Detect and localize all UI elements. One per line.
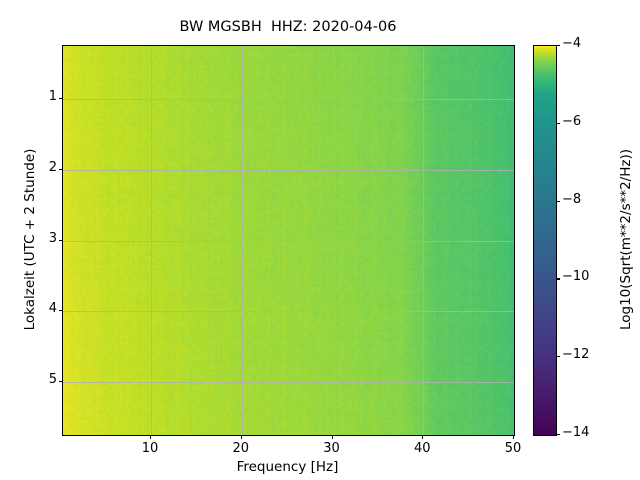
colorbar-tick-label: −12 [562, 347, 590, 363]
x-tick-mark [150, 435, 152, 439]
y-axis-label: Lokalzeit (UTC + 2 Stunde) [22, 148, 38, 331]
colorbar-tick-label: −14 [562, 425, 590, 440]
x-tick-label: 10 [141, 441, 159, 456]
gridline-horizontal [63, 381, 514, 383]
gridline-horizontal [63, 240, 514, 242]
gridline-vertical [514, 46, 515, 435]
gridline-vertical [151, 46, 153, 435]
gridline-vertical [423, 46, 425, 435]
x-tick-label: 50 [504, 441, 522, 456]
y-tick-label: 5 [48, 371, 57, 387]
colorbar-label: Log10(Sqrt(m**2/s**2/Hz)) [618, 148, 634, 331]
colorbar-tick-label: −10 [562, 269, 590, 285]
x-axis-label: Frequency [Hz] [236, 459, 339, 475]
gridline-horizontal [63, 169, 514, 171]
colorbar-tick-mark [556, 356, 560, 358]
y-tick-label: 2 [48, 159, 57, 175]
y-tick-mark [58, 380, 62, 383]
spectrogram-plot-area [62, 45, 515, 436]
y-tick-mark [58, 239, 62, 241]
x-tick-label: 30 [323, 441, 340, 456]
gridline-vertical [332, 46, 334, 435]
x-tick-label: 40 [413, 441, 431, 456]
x-tick-label: 20 [232, 441, 250, 456]
x-tick-mark [513, 435, 515, 439]
colorbar [533, 45, 557, 436]
colorbar-tick-mark [556, 434, 560, 436]
x-tick-mark [240, 435, 242, 439]
y-tick-label: 4 [48, 301, 57, 317]
colorbar-tick-mark [556, 122, 560, 124]
colorbar-tick-label: −4 [562, 36, 582, 51]
colorbar-tick-label: −6 [562, 113, 582, 129]
y-tick-label: 3 [48, 230, 57, 246]
colorbar-tick-mark [556, 278, 560, 280]
y-tick-mark [58, 310, 62, 312]
gridline-vertical [241, 46, 243, 435]
x-tick-mark [331, 435, 333, 439]
page-title: BW MGSBH HHZ: 2020-04-06 [179, 19, 397, 35]
x-tick-mark [422, 435, 424, 439]
colorbar-tick-label: −8 [562, 191, 582, 207]
gridline-horizontal [63, 99, 514, 101]
colorbar-tick-mark [556, 200, 560, 202]
colorbar-tick-mark [556, 45, 560, 47]
gridline-horizontal [63, 311, 514, 313]
y-tick-mark [58, 98, 62, 100]
y-tick-mark [58, 168, 62, 170]
y-tick-label: 1 [48, 89, 57, 105]
